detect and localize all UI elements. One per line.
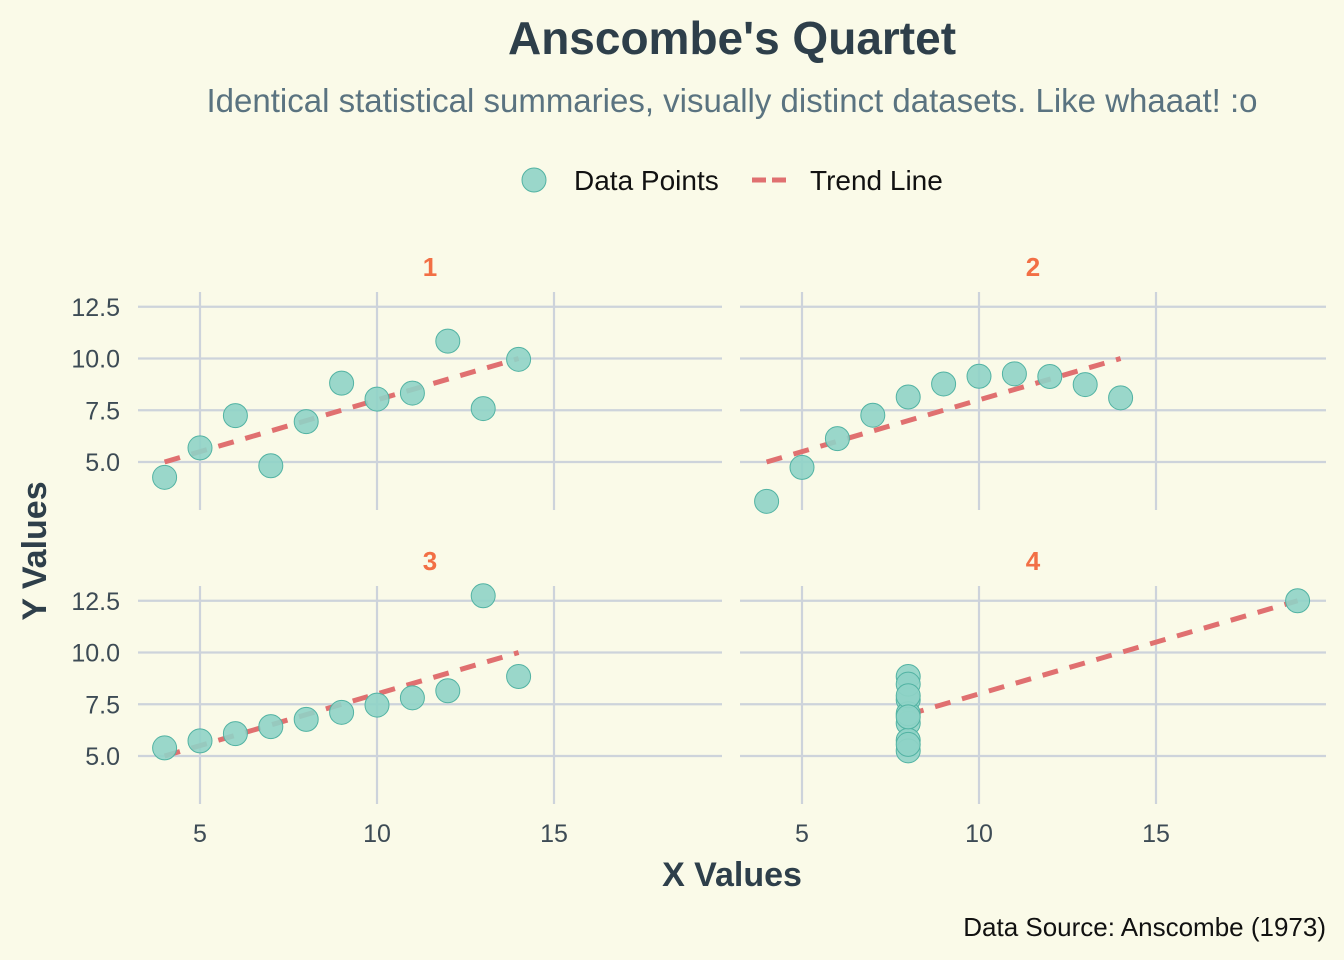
data-point [1037, 364, 1063, 390]
y-tick-label: 12.5 [71, 294, 120, 322]
data-point [966, 363, 992, 389]
y-tick-label: 5.0 [85, 449, 120, 477]
legend: Data Points Trend Line [521, 165, 943, 196]
chart-title: Anscombe's Quartet [508, 12, 956, 64]
data-point [222, 721, 248, 747]
panel-label-4: 4 [1026, 546, 1041, 576]
data-point [1108, 385, 1134, 411]
data-point [399, 380, 425, 406]
data-point [258, 453, 284, 479]
data-point [329, 370, 355, 396]
data-point [435, 328, 461, 354]
data-point [860, 402, 886, 428]
data-point [329, 699, 355, 725]
y-tick-label: 10.0 [71, 346, 120, 374]
data-point [1001, 361, 1027, 387]
data-point [1285, 588, 1311, 614]
legend-label-points: Data Points [574, 165, 719, 196]
y-tick-label: 7.5 [85, 397, 120, 425]
panel-3: 3 5.0 7.5 10.0 12.5 5 10 15 [71, 546, 722, 848]
x-tick-label: 15 [1142, 820, 1170, 848]
panel-label-3: 3 [423, 546, 437, 576]
y-tick-label: 7.5 [85, 691, 120, 719]
y-axis-title: Y Values [16, 481, 54, 620]
x-tick-label: 15 [540, 820, 568, 848]
data-point [895, 683, 921, 709]
trend-line [907, 598, 1299, 717]
data-point [506, 346, 532, 372]
data-point [895, 704, 921, 730]
data-point [754, 488, 780, 514]
data-point [895, 384, 921, 410]
data-point [152, 735, 178, 761]
data-point [789, 454, 815, 480]
y-tick-label: 12.5 [71, 588, 120, 616]
x-tick-label: 5 [795, 820, 809, 848]
trend-line [163, 356, 520, 465]
panel-1: 1 5.0 7.5 10.0 12.5 [71, 252, 722, 510]
x-tick-label: 10 [965, 820, 993, 848]
data-point [258, 714, 284, 740]
trend-line [765, 356, 1122, 465]
facet-panels: 1 5.0 7.5 10.0 12.5 2 3 5.0 7.5 10.0 12.5 5 10 15 4 5 10… [71, 252, 1326, 848]
data-point [364, 692, 390, 718]
panel-2: 2 [740, 252, 1326, 514]
panel-label-1: 1 [423, 252, 437, 282]
data-point [931, 371, 957, 397]
data-point [293, 706, 319, 732]
data-point [895, 731, 921, 757]
data-point [399, 685, 425, 711]
data-point [506, 664, 532, 690]
legend-label-trend: Trend Line [810, 165, 943, 196]
data-point [152, 464, 178, 490]
y-tick-label: 10.0 [71, 640, 120, 668]
data-point [470, 583, 496, 609]
data-point [435, 678, 461, 704]
data-point [364, 386, 390, 412]
x-tick-label: 10 [363, 820, 391, 848]
data-point [470, 396, 496, 422]
caption: Data Source: Anscombe (1973) [963, 912, 1326, 942]
data-point [293, 409, 319, 435]
chart-subtitle: Identical statistical summaries, visuall… [207, 82, 1258, 119]
x-tick-label: 5 [193, 820, 207, 848]
data-point [187, 728, 213, 754]
data-point [222, 403, 248, 429]
panel-4: 4 5 10 15 [740, 546, 1326, 848]
x-axis-title: X Values [662, 856, 802, 894]
data-point [187, 435, 213, 461]
panel-label-2: 2 [1026, 252, 1040, 282]
legend-point-icon [521, 167, 547, 193]
y-tick-label: 5.0 [85, 743, 120, 771]
trend-line [163, 650, 520, 759]
data-point [824, 426, 850, 452]
data-point [1072, 372, 1098, 398]
